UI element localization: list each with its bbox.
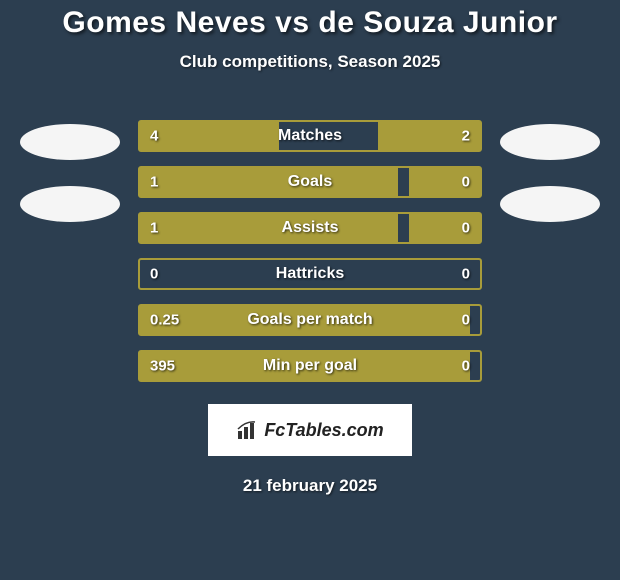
bar-value-right: 0 <box>462 266 470 283</box>
fctables-label: FcTables.com <box>264 420 383 441</box>
date-label: 21 february 2025 <box>243 476 377 496</box>
avatar-col-left <box>20 120 120 222</box>
bar-label: Goals <box>288 173 332 191</box>
bar-value-left: 0 <box>150 266 158 283</box>
fctables-badge: FcTables.com <box>208 404 412 456</box>
bar-value-right: 0 <box>462 358 470 375</box>
bar-row: Goals 1 0 <box>138 166 482 198</box>
bar-label: Min per goal <box>263 357 357 375</box>
subtitle: Club competitions, Season 2025 <box>180 52 441 72</box>
bar-value-left: 0.25 <box>150 312 179 329</box>
bar-left-fill <box>140 168 398 196</box>
bar-value-right: 0 <box>462 220 470 237</box>
page-title: Gomes Neves vs de Souza Junior <box>62 6 557 40</box>
bar-label: Hattricks <box>276 265 344 283</box>
bars-container: Matches42Goals10Assists10Hattricks00Goal… <box>138 120 482 382</box>
chart-icon <box>236 419 258 441</box>
avatar <box>20 186 120 222</box>
avatar-col-right <box>500 120 600 222</box>
avatar <box>500 186 600 222</box>
comparison-chart: Matches42Goals10Assists10Hattricks00Goal… <box>0 120 620 382</box>
bar-value-right: 0 <box>462 312 470 329</box>
bar-label: Matches <box>278 127 342 145</box>
bar-value-left: 4 <box>150 128 158 145</box>
bar-value-left: 395 <box>150 358 175 375</box>
bar-label: Assists <box>282 219 339 237</box>
bar-row: Min per goal 395 0 <box>138 350 482 382</box>
bar-row: Hattricks 0 0 <box>138 258 482 290</box>
bar-row: Matches 4 2 <box>138 120 482 152</box>
bar-row: Goals per match 0.25 0 <box>138 304 482 336</box>
avatar <box>20 124 120 160</box>
bar-value-left: 1 <box>150 174 158 191</box>
bar-left-fill <box>140 122 279 150</box>
bar-left-fill <box>140 214 398 242</box>
bar-row: Assists 1 0 <box>138 212 482 244</box>
bar-label: Goals per match <box>247 311 372 329</box>
bar-value-right: 0 <box>462 174 470 191</box>
bar-value-right: 2 <box>462 128 470 145</box>
avatar <box>500 124 600 160</box>
bar-value-left: 1 <box>150 220 158 237</box>
